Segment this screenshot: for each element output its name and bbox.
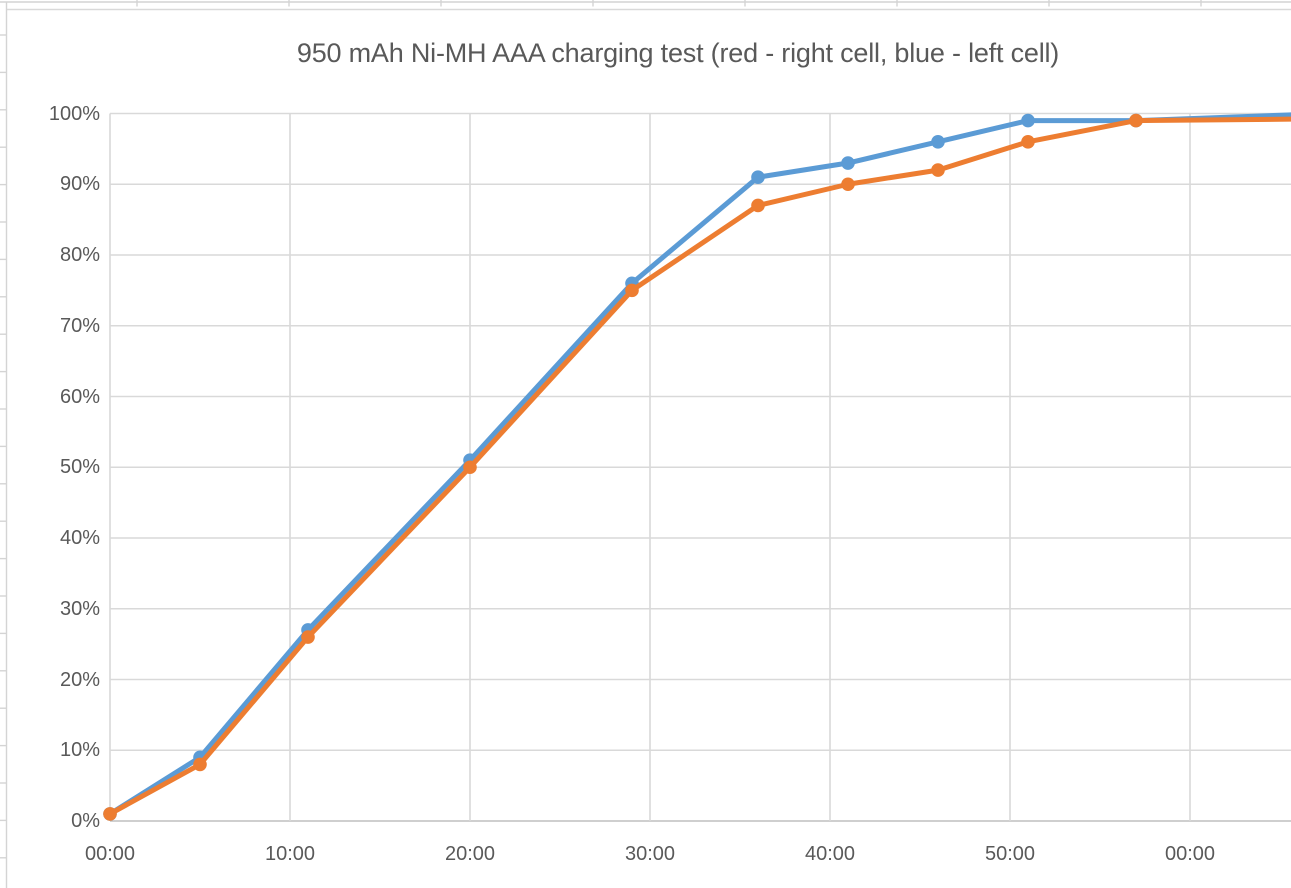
y-axis-tick-label: 20% bbox=[59, 668, 100, 691]
data-point-right-cell bbox=[625, 283, 639, 298]
y-axis-tick-label: 70% bbox=[59, 314, 100, 337]
y-axis-tick-label: 80% bbox=[59, 244, 100, 266]
x-axis-tick-label: 20:00 bbox=[444, 843, 496, 865]
data-point-right-cell bbox=[1021, 135, 1035, 149]
x-axis-tick-label: 40:00 bbox=[804, 843, 856, 865]
y-axis-tick-label: 60% bbox=[59, 385, 100, 408]
y-axis-tick-label: 30% bbox=[59, 597, 100, 620]
x-axis-tick-label: 30:00 bbox=[624, 843, 676, 865]
y-axis-tick-label: 100% bbox=[48, 102, 100, 125]
data-point-right-cell bbox=[1129, 113, 1143, 128]
y-axis-tick-label: 40% bbox=[59, 527, 100, 549]
x-axis-tick-label: 00:00 bbox=[84, 843, 136, 865]
data-point-right-cell bbox=[841, 177, 855, 192]
data-point-right-cell bbox=[751, 198, 765, 213]
data-point-left-cell bbox=[1021, 113, 1035, 128]
data-point-right-cell bbox=[301, 630, 315, 644]
data-point-left-cell bbox=[841, 156, 855, 170]
x-axis-tick-label: 00:00 bbox=[1164, 843, 1216, 865]
y-axis-tick-label: 0% bbox=[71, 810, 100, 832]
y-axis-tick-label: 10% bbox=[59, 739, 100, 762]
data-point-right-cell bbox=[463, 460, 477, 475]
data-point-left-cell bbox=[751, 170, 765, 184]
data-point-right-cell bbox=[931, 163, 945, 177]
series-line-left-cell bbox=[107, 112, 1291, 817]
y-axis-tick-label: 90% bbox=[59, 173, 100, 196]
x-axis-tick-label: 50:00 bbox=[984, 843, 1036, 865]
data-point-right-cell bbox=[103, 807, 117, 821]
x-axis-tick-label: 10:00 bbox=[264, 843, 316, 865]
data-point-right-cell bbox=[193, 757, 207, 772]
chart-title: 950 mAh Ni-MH AAA charging test (red - r… bbox=[296, 38, 1060, 68]
data-point-left-cell bbox=[931, 135, 945, 149]
y-axis-tick-label: 50% bbox=[59, 456, 100, 479]
